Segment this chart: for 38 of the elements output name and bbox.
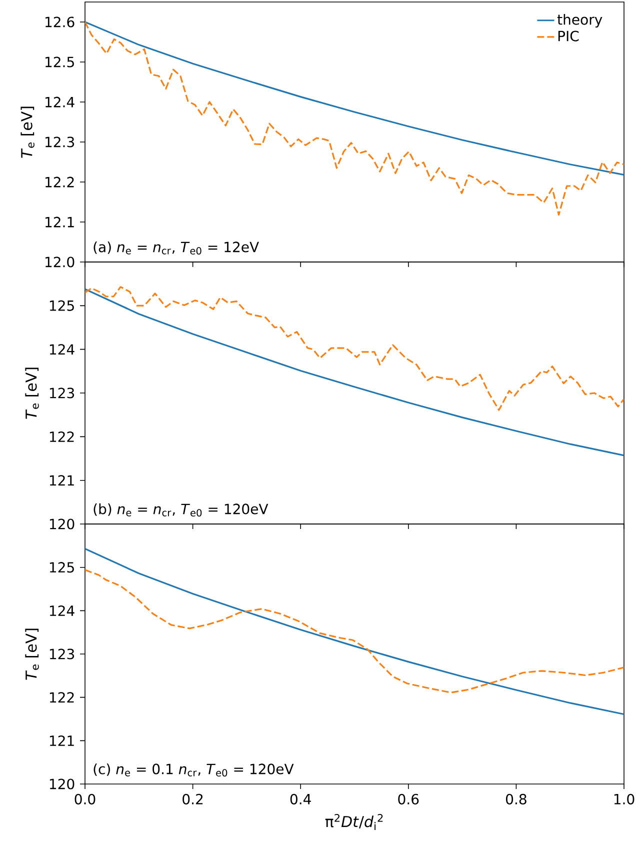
line-series (85, 288, 624, 456)
text: (a) n$_{e}$ = n$_{cr}$, T$_{e0}$ = 12eV (94, 241, 260, 255)
y-tick-label: 122 (50, 692, 74, 703)
line-series (85, 569, 624, 694)
legend-label: PIC (558, 30, 579, 42)
x-tick-label: 1.0 (614, 794, 634, 804)
y-tick-label: 12.6 (46, 16, 74, 28)
y-tick-label: 125 (50, 300, 74, 311)
y-tick-label: 122 (50, 431, 74, 442)
y-tick-label: 120 (50, 518, 74, 530)
x-tick-label: 0.6 (398, 794, 419, 804)
y-tick-label: 121 (50, 475, 74, 486)
x-tick-label: 0.0 (74, 794, 96, 804)
y-tick-label: 120 (50, 778, 74, 790)
x-tick-label: 0.8 (506, 794, 526, 804)
text: (c) n$_{e}$ = 0.1 n$_{cr}$, T$_{e0}$ = 120eV (94, 763, 294, 777)
y-tick-label: 12.0 (46, 256, 74, 268)
y-tick-label: 124 (50, 605, 74, 616)
y-tick-label: 124 (50, 344, 74, 355)
y-tick-label: 12.3 (46, 136, 74, 148)
y-tick-label: 125 (50, 562, 74, 573)
y-tick-label: 12.5 (46, 56, 74, 68)
legend-label: theory (558, 14, 602, 28)
y-tick-label: 121 (50, 735, 74, 746)
y-tick-label: 12.4 (46, 96, 74, 108)
text: (b) n$_{e}$ = n$_{cr}$, T$_{e0}$ = 120eV (94, 503, 268, 517)
y-tick-label: 123 (50, 648, 74, 660)
y-tick-label: 12.1 (46, 216, 74, 228)
y-axis-title: T$_{e}$ [eV] (20, 106, 35, 158)
line-series (85, 286, 624, 411)
y-axis-title: T$_{e}$ [eV] (25, 628, 39, 680)
line-series (85, 548, 624, 716)
y-tick-label: 12.2 (46, 176, 74, 188)
y-axis-title: T$_{e}$ [eV] (25, 368, 39, 419)
y-tick-label: 123 (50, 388, 74, 398)
x-tick-label: 0.4 (290, 794, 312, 804)
x-tick-label: 0.2 (182, 794, 203, 804)
x-axis-title: π$^{2}$Dt/d$_{i}$2 (325, 814, 383, 830)
